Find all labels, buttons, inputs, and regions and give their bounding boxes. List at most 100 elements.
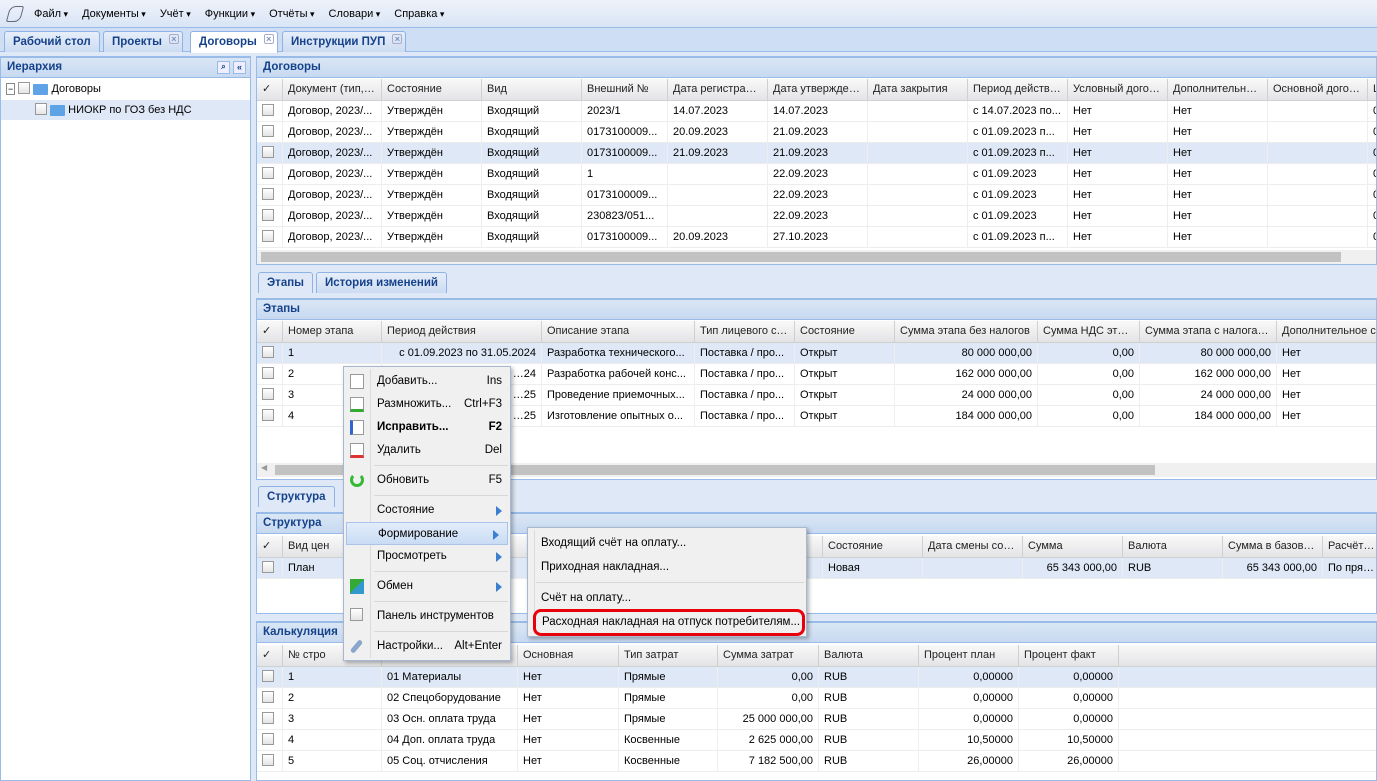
row-checkbox-cell[interactable] [257, 406, 283, 426]
column-header[interactable] [713, 536, 823, 557]
row-checkbox-cell[interactable] [257, 667, 283, 687]
menu-item-2[interactable]: Исправить... F2 [344, 416, 510, 439]
column-header[interactable]: Валюта [1123, 536, 1223, 557]
tab-history[interactable]: История изменений [316, 272, 447, 293]
menu-item-0[interactable]: Добавить... Ins [344, 370, 510, 393]
checkbox[interactable] [262, 367, 274, 380]
menu-0[interactable]: Файл [34, 8, 68, 20]
submenu-item-0[interactable]: Входящий счёт на оплату... [528, 531, 806, 555]
menu-item-8[interactable]: Обмен [344, 575, 510, 598]
column-header[interactable]: Дополнительное с [1168, 79, 1268, 100]
table-row[interactable]: Договор, 2023/... Утверждён Входящий 230823… [257, 206, 1376, 227]
check-all-column[interactable]: ✓ [257, 645, 283, 666]
menu-item-5[interactable]: Состояние [344, 499, 510, 522]
checkbox[interactable] [262, 125, 274, 138]
column-header[interactable]: Сумма в базовой в [1223, 536, 1323, 557]
checkbox[interactable] [262, 209, 274, 222]
column-header[interactable] [382, 645, 518, 666]
column-header[interactable]: Вид [482, 79, 582, 100]
row-checkbox-cell[interactable] [257, 364, 283, 384]
menu-item-1[interactable]: Размножить... Ctrl+F3 [344, 393, 510, 416]
scroll-left-icon[interactable]: ◀ [261, 463, 268, 472]
check-all-column[interactable]: ✓ [257, 79, 283, 100]
column-header[interactable]: Состояние [823, 536, 923, 557]
tree-collapse-icon[interactable]: − [6, 83, 16, 95]
close-icon[interactable]: × [168, 34, 179, 44]
column-header[interactable]: Процент факт [1019, 645, 1119, 666]
table-row[interactable]: 2 02 Спецоборудование Нет Прямые 0,00 RUB 0,00… [257, 688, 1376, 709]
row-checkbox-cell[interactable] [257, 185, 283, 205]
checkbox[interactable] [262, 561, 274, 574]
column-header[interactable]: Сумма затрат [718, 645, 819, 666]
menu-item-3[interactable]: Удалить Del [344, 439, 510, 462]
column-header[interactable]: Дополнительное с [1277, 321, 1376, 342]
tab-structure[interactable]: Структура [258, 486, 335, 507]
checkbox[interactable] [18, 82, 31, 95]
column-header[interactable]: Состояние [795, 321, 895, 342]
row-checkbox-cell[interactable] [257, 122, 283, 142]
submenu-item-3[interactable]: Расходная накладная на отпуск потребител… [533, 609, 805, 636]
menu-4[interactable]: Отчёты [269, 8, 314, 20]
column-header[interactable]: Процент план [919, 645, 1019, 666]
checkbox[interactable] [262, 712, 274, 725]
menu-1[interactable]: Документы [82, 8, 146, 20]
row-checkbox-cell[interactable] [257, 709, 283, 729]
row-checkbox-cell[interactable] [257, 385, 283, 405]
menu-item-4[interactable]: Обновить F5 [344, 469, 510, 492]
table-row[interactable]: 5 05 Соц. отчисления Нет Косвенные 7 182 500… [257, 751, 1376, 772]
binoculars-icon[interactable]: ⌕ [217, 61, 230, 74]
table-row[interactable]: 4 04 Доп. оплата труда Нет Косвенные 2 625 0… [257, 730, 1376, 751]
menu-item-10[interactable]: Настройки... Alt+Enter [344, 635, 510, 658]
tab-3[interactable]: Инструкции ПУП × [282, 31, 407, 52]
table-row[interactable]: 2 …24 Разработка рабочей конс... Поставка /… [257, 364, 1376, 385]
checkbox[interactable] [262, 146, 274, 159]
column-header[interactable]: Валюта [819, 645, 919, 666]
checkbox[interactable] [262, 733, 274, 746]
tree-item-niokr[interactable]: НИОКР по ГОЗ без НДС [1, 100, 250, 120]
checkbox[interactable] [262, 388, 274, 401]
close-icon[interactable]: × [392, 34, 403, 44]
column-header[interactable]: Сумма НДС этапа [1038, 321, 1140, 342]
horizontal-scrollbar[interactable] [257, 250, 1376, 264]
checkbox[interactable] [262, 670, 274, 683]
checkbox[interactable] [262, 409, 274, 422]
close-icon[interactable]: × [263, 34, 274, 44]
row-checkbox-cell[interactable] [257, 558, 283, 578]
row-checkbox-cell[interactable] [257, 206, 283, 226]
collapse-icon[interactable]: « [233, 61, 246, 74]
menu-6[interactable]: Справка [394, 8, 444, 20]
row-checkbox-cell[interactable] [257, 227, 283, 247]
tab-1[interactable]: Проекты × [103, 31, 183, 52]
checkbox[interactable] [262, 346, 274, 359]
column-header[interactable]: Период действия [382, 321, 542, 342]
column-header[interactable]: Внешний № [582, 79, 668, 100]
column-header[interactable]: Основной договор [1268, 79, 1368, 100]
row-checkbox-cell[interactable] [257, 751, 283, 771]
menu-item-7[interactable]: Просмотреть [344, 545, 510, 568]
column-header[interactable]: Условный договор [1068, 79, 1168, 100]
row-checkbox-cell[interactable] [257, 343, 283, 363]
check-all-column[interactable]: ✓ [257, 536, 283, 557]
table-row[interactable]: Договор, 2023/... Утверждён Входящий 017310… [257, 143, 1376, 164]
column-header[interactable]: Сумма [1023, 536, 1123, 557]
row-checkbox-cell[interactable] [257, 101, 283, 121]
column-header[interactable]: Период действия... [968, 79, 1068, 100]
checkbox[interactable] [262, 754, 274, 767]
row-checkbox-cell[interactable] [257, 730, 283, 750]
column-header[interactable]: Сумма этапа с налогами [1140, 321, 1277, 342]
menu-2[interactable]: Учёт [160, 8, 191, 20]
column-header[interactable]: Состояние [382, 79, 482, 100]
column-header[interactable]: Документ (тип, № [283, 79, 382, 100]
tab-stages[interactable]: Этапы [258, 272, 313, 293]
checkbox[interactable] [262, 104, 274, 117]
column-header[interactable]: Тип лицевого счёт [695, 321, 795, 342]
checkbox[interactable] [262, 188, 274, 201]
column-header[interactable]: Основная [518, 645, 619, 666]
column-header[interactable]: Тип затрат [619, 645, 718, 666]
table-row[interactable]: Договор, 2023/... Утверждён Входящий 2023/1… [257, 101, 1376, 122]
menu-item-9[interactable]: Панель инструментов [344, 605, 510, 628]
row-checkbox-cell[interactable] [257, 143, 283, 163]
table-row[interactable]: 3 …25 Проведение приемочных... Поставка / п… [257, 385, 1376, 406]
horizontal-scrollbar[interactable]: ◀ [257, 463, 1376, 477]
